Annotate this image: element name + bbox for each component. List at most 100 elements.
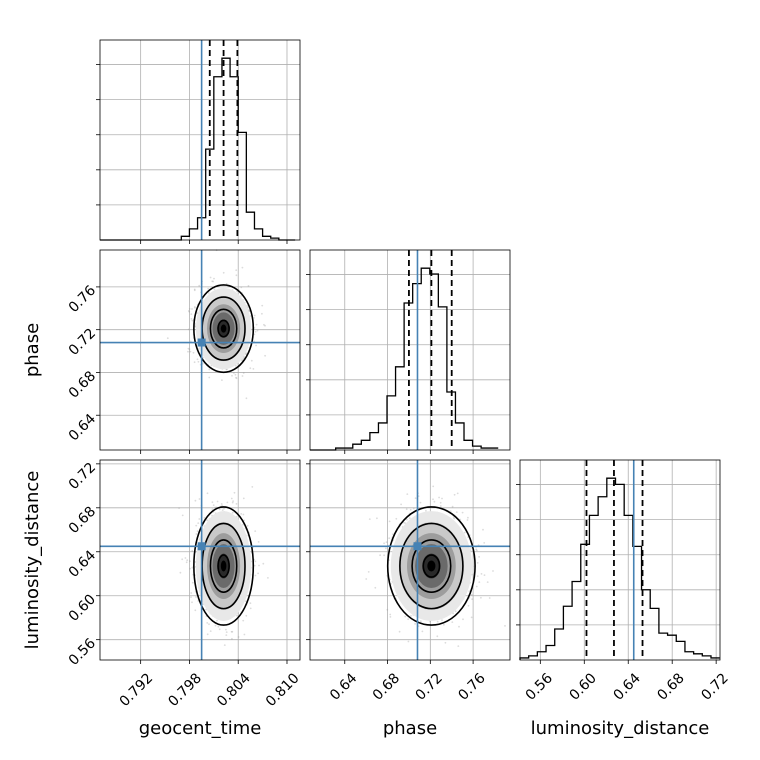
sample-point	[406, 493, 409, 495]
panel-frame	[99, 459, 301, 661]
sample-point	[232, 500, 235, 502]
sample-point	[184, 557, 187, 559]
sample-point	[181, 514, 184, 517]
sample-point	[208, 623, 210, 626]
sample-point	[476, 549, 478, 552]
sample-point	[436, 620, 439, 623]
sample-point	[389, 616, 392, 618]
sample-point	[376, 517, 378, 520]
sample-point	[414, 623, 416, 625]
y-tick-label: 0.68	[66, 504, 99, 537]
sample-point	[206, 492, 209, 495]
sample-point	[211, 501, 214, 504]
sample-point	[230, 630, 233, 633]
sample-point	[181, 558, 184, 561]
sample-point	[191, 550, 194, 552]
sample-point	[223, 507, 225, 510]
sample-point	[246, 524, 249, 527]
sample-point	[242, 497, 245, 500]
y-tick-label: 0.72	[66, 325, 99, 358]
sample-point	[379, 554, 381, 557]
sample-point	[193, 306, 196, 308]
panel-frame	[309, 459, 511, 661]
sample-point	[185, 561, 188, 564]
contour-0	[386, 506, 476, 626]
sample-point	[235, 377, 238, 380]
y-tick-label: 0.72	[66, 460, 99, 493]
sample-point	[400, 503, 402, 506]
panel-frame	[99, 249, 301, 451]
panel-phase-hist	[306, 249, 511, 454]
sample-point	[206, 622, 209, 624]
sample-point	[198, 498, 201, 500]
sample-point	[385, 547, 387, 550]
sample-point	[454, 610, 457, 613]
x-tick-label: 0.64	[327, 670, 360, 703]
sample-point	[368, 518, 371, 520]
sample-point	[388, 537, 391, 540]
sample-point	[235, 503, 238, 505]
sample-point	[221, 504, 223, 507]
sample-point	[231, 637, 233, 640]
sample-point	[251, 486, 254, 488]
sample-point	[242, 357, 245, 360]
sample-point	[207, 287, 210, 290]
y-tick-label: 0.64	[66, 547, 99, 580]
sample-point	[432, 498, 434, 501]
sample-point	[220, 503, 223, 505]
sample-point	[441, 619, 443, 621]
x-tick-label: 0.72	[413, 670, 446, 703]
sample-point	[244, 600, 247, 602]
sample-point	[421, 630, 424, 633]
sample-point	[189, 350, 192, 353]
sample-point	[187, 328, 190, 331]
sample-point	[187, 347, 190, 350]
sample-point	[231, 374, 233, 377]
sample-point	[242, 619, 245, 622]
sample-point	[253, 314, 256, 317]
sample-point	[216, 619, 218, 622]
sample-point	[504, 625, 506, 627]
sample-point	[468, 590, 471, 593]
sample-point	[231, 511, 234, 514]
density-level-5	[427, 560, 436, 572]
sample-point	[486, 581, 489, 583]
sample-point	[214, 506, 217, 509]
contour-1	[399, 522, 464, 610]
sample-point	[433, 500, 436, 503]
x-axis-label-luminosity_distance: luminosity_distance	[531, 718, 710, 739]
panel-frame	[309, 249, 511, 451]
sample-point	[217, 625, 220, 628]
sample-point	[478, 581, 481, 583]
x-axis-label-geocent_time: geocent_time	[139, 718, 262, 739]
sample-point	[225, 628, 227, 631]
sample-point	[231, 501, 234, 504]
sample-point	[383, 542, 385, 545]
truth-point	[197, 542, 206, 551]
sample-point	[249, 367, 252, 370]
sample-point	[242, 523, 244, 526]
sample-point	[197, 360, 200, 363]
sample-point	[453, 493, 456, 496]
x-tick-label: 0.792	[117, 670, 157, 710]
sample-point	[249, 607, 252, 610]
sample-point	[241, 266, 244, 269]
sample-point	[231, 630, 234, 633]
density-level-5	[220, 324, 227, 333]
sample-point	[254, 574, 257, 577]
x-tick-label: 0.60	[567, 670, 600, 703]
panel-phase-vs-luminosity_distance	[306, 459, 511, 664]
sample-point	[209, 276, 212, 279]
sample-point	[188, 310, 191, 313]
sample-point	[250, 359, 253, 362]
sample-point	[407, 640, 410, 643]
sample-point	[192, 351, 195, 354]
sample-point	[230, 497, 233, 500]
sample-point	[256, 329, 259, 332]
sample-point	[245, 397, 248, 400]
sample-point	[187, 310, 190, 312]
sample-point	[461, 511, 464, 514]
sample-point	[414, 497, 417, 500]
sample-point	[242, 513, 245, 516]
sample-point	[267, 577, 269, 579]
